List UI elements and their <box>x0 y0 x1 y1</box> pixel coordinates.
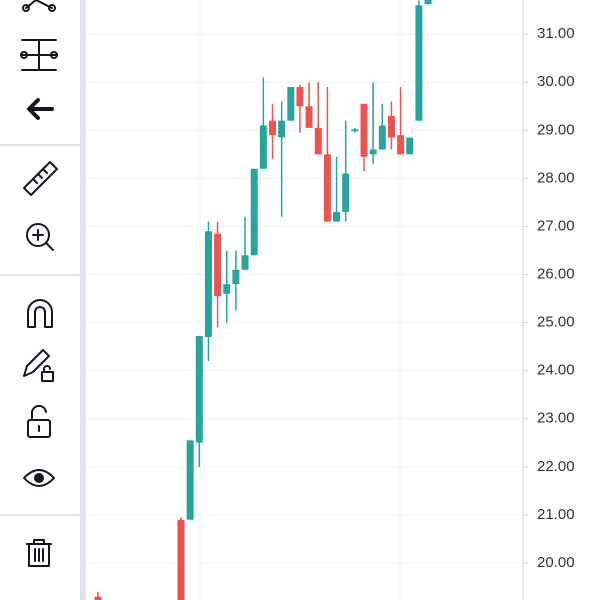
candle-body <box>269 120 276 136</box>
y-tick-label: 23.00 <box>537 410 575 427</box>
y-tick-label: 22.00 <box>537 458 575 475</box>
y-tick-label: 26.00 <box>537 265 575 282</box>
pencil-lock-icon[interactable] <box>23 349 54 382</box>
candle-body <box>186 440 194 520</box>
ruler-icon[interactable] <box>23 161 58 196</box>
candle-body <box>415 5 423 121</box>
y-tick-label: 28.00 <box>537 169 575 186</box>
candle-body <box>424 0 432 5</box>
candle-body <box>342 173 350 213</box>
toolbar-divider <box>80 0 86 600</box>
trash-icon[interactable] <box>26 539 52 567</box>
candle-body <box>259 125 267 169</box>
back-icon[interactable] <box>27 98 54 120</box>
y-tick-label: 20.00 <box>537 554 575 571</box>
candle-body <box>296 87 304 107</box>
candle-body <box>323 154 331 222</box>
fib-tool-icon[interactable] <box>20 39 58 71</box>
magnet-icon[interactable] <box>27 299 53 328</box>
candle-body <box>177 519 185 600</box>
candle-body <box>369 149 377 155</box>
toolbar-separators <box>0 144 80 516</box>
y-tick-label: 24.00 <box>537 362 575 379</box>
candle-body <box>241 255 249 270</box>
candle-body <box>387 115 395 138</box>
candle-body <box>397 135 405 155</box>
candle-body <box>378 125 386 150</box>
candle-body <box>406 137 414 155</box>
zoom-icon[interactable] <box>26 223 54 251</box>
candle-body <box>305 106 313 128</box>
candle-body <box>223 284 231 294</box>
candle-body <box>278 120 286 138</box>
y-tick-label: 25.00 <box>537 314 575 331</box>
candle-body <box>360 103 368 157</box>
candle-body <box>94 596 102 600</box>
candle-body <box>214 233 222 297</box>
candle-body <box>314 127 322 155</box>
lines-tool-icon[interactable] <box>22 0 56 12</box>
y-tick-label: 21.00 <box>537 506 575 523</box>
lock-icon[interactable] <box>27 404 51 438</box>
candle-body <box>232 269 240 285</box>
candle-body <box>250 168 258 256</box>
y-tick-label: 29.00 <box>537 121 575 138</box>
candle-body <box>195 336 203 443</box>
y-tick-label: 27.00 <box>537 217 575 234</box>
candle-body <box>204 231 212 338</box>
candle-body <box>351 129 359 132</box>
y-tick-label: 31.00 <box>537 25 575 42</box>
grid <box>86 33 523 564</box>
candles <box>94 0 432 600</box>
candle-body <box>333 212 341 222</box>
candle-body <box>287 87 295 121</box>
price-axis: 20.00 21.00 22.00 23.00 24.00 25.00 26.00 27.00… <box>523 25 575 571</box>
y-tick-label: 30.00 <box>537 73 575 90</box>
eye-icon[interactable] <box>23 469 55 487</box>
